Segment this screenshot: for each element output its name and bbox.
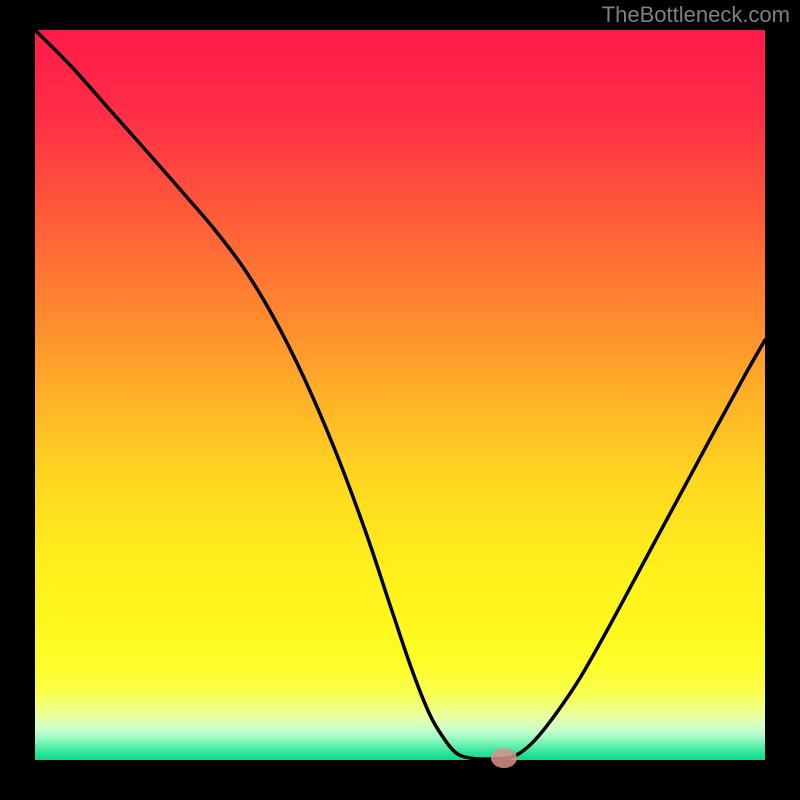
gradient-background <box>35 30 765 760</box>
optimal-point-marker <box>491 748 517 768</box>
bottleneck-chart <box>0 0 800 800</box>
chart-container: TheBottleneck.com <box>0 0 800 800</box>
watermark-text: TheBottleneck.com <box>602 2 790 28</box>
